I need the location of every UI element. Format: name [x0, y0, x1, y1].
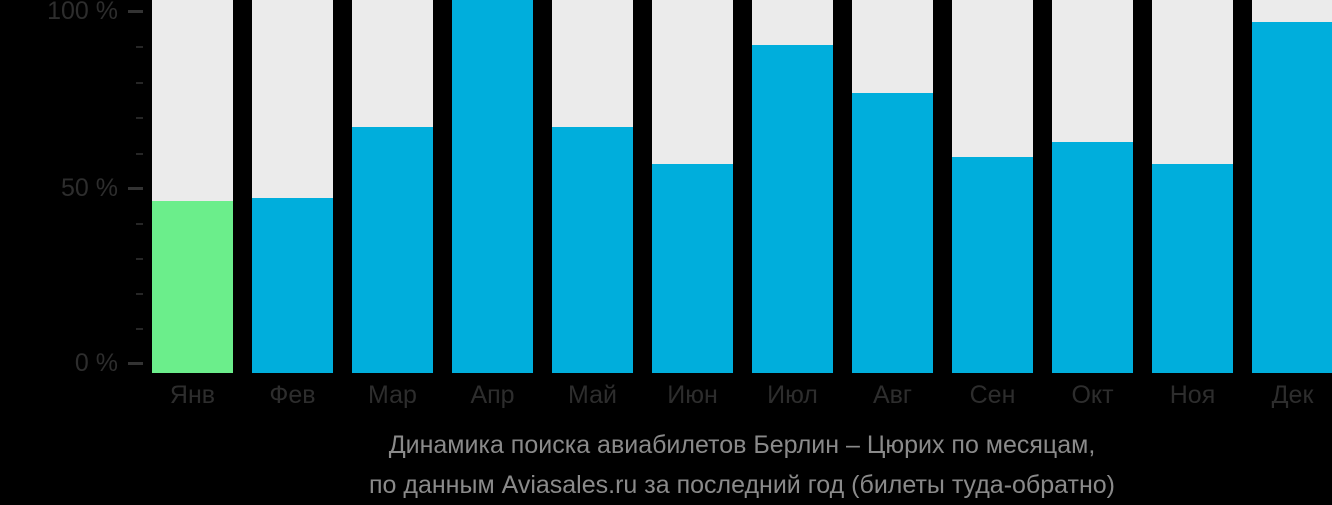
- x-axis-label: Авг: [872, 381, 913, 409]
- y-axis-label: 0 %: [74, 349, 118, 377]
- bar-Янв: [152, 201, 233, 373]
- y-major-tick: [128, 187, 143, 190]
- bar-Окт: [1052, 142, 1133, 373]
- x-axis-label: Сен: [969, 381, 1016, 409]
- x-axis-label: Ноя: [1169, 381, 1216, 409]
- x-axis-label: Июл: [767, 381, 818, 409]
- x-axis-label: Окт: [1071, 381, 1114, 409]
- x-axis-label: Дек: [1271, 381, 1314, 409]
- y-minor-tick: [136, 328, 143, 330]
- bar-Июн: [652, 164, 733, 373]
- y-minor-tick: [136, 46, 143, 48]
- bar-Сен: [952, 157, 1033, 373]
- x-axis-label: Мар: [368, 381, 417, 409]
- x-axis-label: Июн: [667, 381, 718, 409]
- caption-title: Динамика поиска авиабилетов Берлин – Цюр…: [388, 431, 1096, 459]
- bar-Авг: [852, 93, 933, 373]
- y-minor-tick: [136, 223, 143, 225]
- chart-caption: Динамика поиска авиабилетов Берлин – Цюр…: [152, 425, 1332, 505]
- x-axis-label: Май: [568, 381, 617, 409]
- y-major-tick: [128, 10, 143, 13]
- y-axis-label: 100 %: [47, 0, 118, 25]
- bar-Ноя: [1152, 164, 1233, 373]
- bar-Апр: [452, 0, 533, 373]
- bar-Дек: [1252, 22, 1332, 373]
- bar-Фев: [252, 198, 333, 373]
- y-minor-tick: [136, 82, 143, 84]
- bar-Июл: [752, 45, 833, 373]
- y-axis-label: 50 %: [61, 174, 118, 202]
- caption-subtitle: по данным Aviasales.ru за последний год …: [369, 471, 1115, 499]
- x-axis-label: Апр: [470, 381, 515, 409]
- x-axis-label: Янв: [169, 381, 216, 409]
- y-major-tick: [128, 362, 143, 365]
- bar-Май: [552, 127, 633, 373]
- y-minor-tick: [136, 117, 143, 119]
- y-minor-tick: [136, 293, 143, 295]
- bar-Мар: [352, 127, 433, 373]
- y-minor-tick: [136, 153, 143, 155]
- x-axis-label: Фев: [269, 381, 316, 409]
- y-minor-tick: [136, 258, 143, 260]
